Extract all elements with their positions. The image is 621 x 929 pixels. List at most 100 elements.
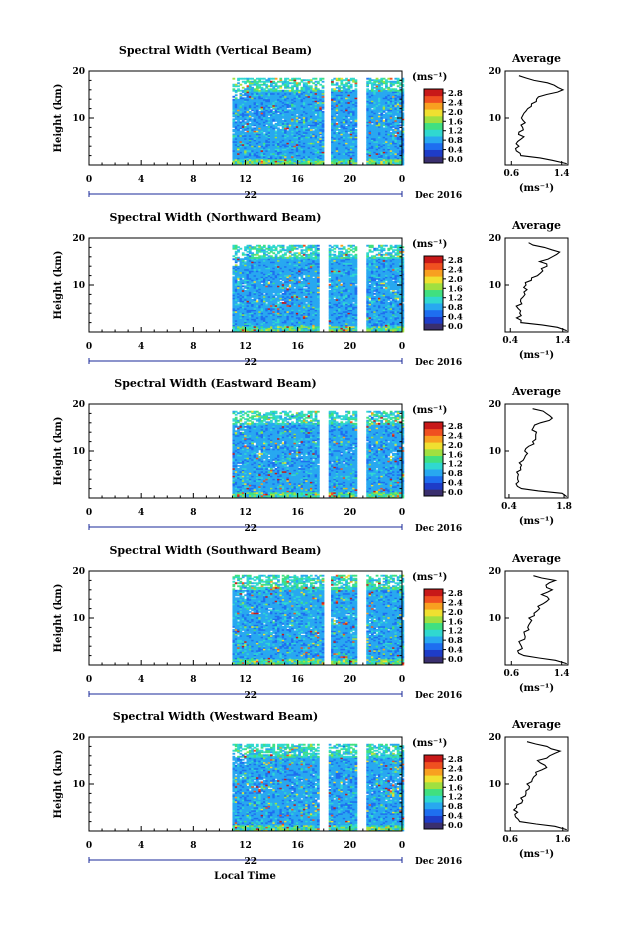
heatmap-cell — [375, 77, 379, 80]
heatmap-cell — [331, 118, 334, 121]
heatmap-cell — [244, 143, 247, 146]
heatmap-cell — [305, 86, 308, 89]
heatmap-cell — [281, 146, 285, 149]
heatmap-cell — [277, 98, 280, 101]
heatmap-cell — [298, 113, 301, 116]
heatmap-cell — [232, 137, 236, 140]
heatmap-cell — [281, 104, 285, 107]
heatmap-cell — [267, 160, 271, 163]
heatmap-cell — [305, 106, 308, 109]
heatmap-cell — [279, 94, 283, 97]
heatmap-cell — [321, 113, 325, 116]
heatmap-cell — [340, 80, 344, 83]
heatmap-cell — [321, 163, 325, 166]
heatmap-cell — [281, 109, 285, 112]
heatmap-cell — [234, 94, 238, 97]
heatmap-cell — [248, 124, 252, 127]
heatmap-cell — [253, 158, 257, 161]
heatmap-cell — [270, 89, 273, 92]
heatmap-cell — [309, 91, 313, 94]
heatmap-cell — [274, 160, 278, 163]
heatmap-cell — [300, 134, 304, 137]
heatmap-cell — [286, 134, 290, 137]
heatmap-cell — [307, 98, 311, 101]
heatmap-cell — [279, 160, 283, 163]
heatmap-cell — [265, 256, 269, 259]
heatmap-cell — [234, 154, 238, 157]
heatmap-cell — [286, 103, 290, 106]
heatmap-cell — [305, 140, 308, 143]
heatmap-cell — [277, 92, 280, 95]
heatmap-cell — [234, 91, 238, 94]
heatmap-cell — [316, 160, 320, 163]
heatmap-cell — [286, 288, 290, 291]
heatmap-cell — [262, 122, 266, 125]
heatmap-cell — [300, 136, 304, 139]
heatmap-cell — [312, 106, 316, 109]
heatmap-cell — [312, 127, 316, 130]
heatmap-cell — [298, 143, 301, 146]
heatmap-cell — [298, 152, 301, 155]
heatmap-cell — [260, 119, 264, 122]
heatmap-cell — [321, 137, 325, 140]
heatmap-cell — [279, 139, 283, 142]
heatmap-cell — [255, 116, 259, 119]
heatmap-cell — [298, 160, 301, 163]
heatmap-cell — [274, 118, 278, 121]
heatmap-cell — [316, 89, 320, 92]
heatmap-cell — [241, 148, 245, 151]
heatmap-cell — [237, 122, 240, 125]
heatmap-cell — [338, 104, 341, 107]
heatmap-cell — [267, 104, 271, 107]
heatmap-cell — [291, 77, 294, 80]
heatmap-cell — [253, 121, 257, 124]
heatmap-cell — [267, 133, 271, 136]
heatmap-cell — [265, 85, 269, 88]
heatmap-cell — [286, 246, 290, 249]
heatmap-cell — [248, 119, 252, 122]
heatmap-cell — [305, 109, 308, 112]
heatmap-cell — [279, 255, 283, 258]
heatmap-cell — [272, 124, 276, 127]
heatmap-cell — [399, 82, 402, 85]
heatmap-cell — [234, 107, 238, 110]
heatmap-cell — [302, 160, 306, 163]
heatmap-cell — [293, 146, 297, 149]
heatmap-cell — [300, 110, 304, 113]
heatmap-cell — [286, 85, 290, 88]
heatmap-cell — [321, 155, 325, 158]
heatmap-cell — [281, 100, 285, 103]
heatmap-cell — [279, 119, 283, 122]
heatmap-cell — [281, 152, 285, 155]
heatmap-cell — [267, 148, 271, 151]
heatmap-cell — [314, 148, 318, 151]
heatmap-cell — [305, 131, 308, 134]
heatmap-cell — [262, 249, 266, 252]
heatmap-cell — [274, 140, 278, 143]
heatmap-cell — [239, 149, 243, 152]
heatmap-cell — [246, 154, 250, 157]
heatmap-cell — [281, 253, 285, 256]
heatmap-cell — [338, 152, 341, 155]
heatmap-cell — [307, 97, 311, 100]
heatmap-cell — [234, 118, 238, 121]
heatmap-cell — [248, 83, 252, 86]
heatmap-cell — [246, 244, 250, 247]
heatmap-cell — [272, 148, 276, 151]
heatmap-cell — [274, 253, 278, 256]
heatmap-cell — [321, 146, 325, 149]
heatmap-cell — [272, 146, 276, 149]
heatmap-cell — [316, 143, 320, 146]
heatmap-cell — [316, 152, 320, 155]
heatmap-cell — [291, 118, 294, 121]
heatmap-cell — [298, 100, 301, 103]
heatmap-cell — [237, 160, 240, 163]
heatmap-cell — [262, 89, 266, 92]
heatmap-cell — [335, 136, 339, 139]
heatmap-cell — [333, 77, 337, 80]
heatmap-cell — [281, 128, 285, 131]
heatmap-cell — [244, 112, 247, 115]
heatmap-cell — [300, 89, 304, 92]
heatmap-cell — [319, 125, 323, 128]
heatmap-cell — [258, 244, 262, 247]
